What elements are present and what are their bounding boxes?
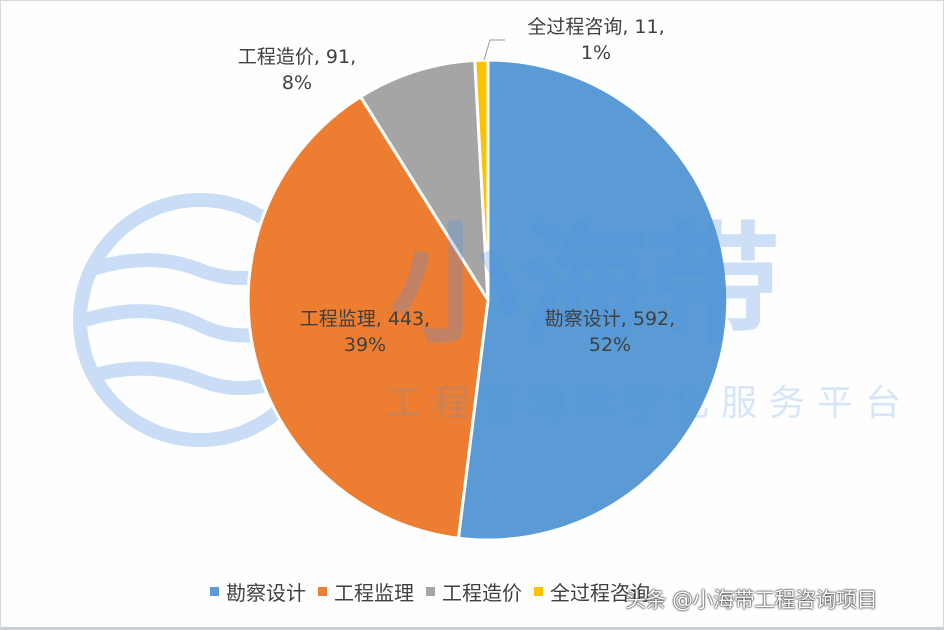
source-credit: 头条 @小海带工程咨询项目 <box>625 588 878 612</box>
legend-item-quanguocheng[interactable]: 全过程咨询 <box>534 577 650 606</box>
label-zaojia: 工程造价, 91, 8% <box>237 46 357 94</box>
watermark-tagline: 工程咨询数字化服务平台 <box>385 383 913 424</box>
label-jianli: 工程监理, 443, 39% <box>299 308 431 356</box>
swatch-icon <box>534 587 543 596</box>
leader-line <box>483 39 505 61</box>
legend-item-jianli[interactable]: 工程监理 <box>318 577 414 606</box>
swatch-icon <box>210 587 219 596</box>
label-kancha: 勘察设计, 592, 52% <box>544 308 676 356</box>
watermark-brand: 小海带 <box>390 209 780 361</box>
legend-item-zaojia[interactable]: 工程造价 <box>426 577 522 606</box>
slice-kancha[interactable] <box>456 58 730 542</box>
swatch-icon <box>318 587 327 596</box>
legend: 勘察设计 工程监理 工程造价 全过程咨询 <box>210 577 662 606</box>
label-quanguocheng: 全过程咨询, 11, 1% <box>527 16 665 64</box>
slice-quanguocheng[interactable] <box>473 58 490 301</box>
swatch-icon <box>426 587 435 596</box>
slice-zaojia[interactable] <box>358 58 490 301</box>
legend-item-kancha[interactable]: 勘察设计 <box>210 577 306 606</box>
